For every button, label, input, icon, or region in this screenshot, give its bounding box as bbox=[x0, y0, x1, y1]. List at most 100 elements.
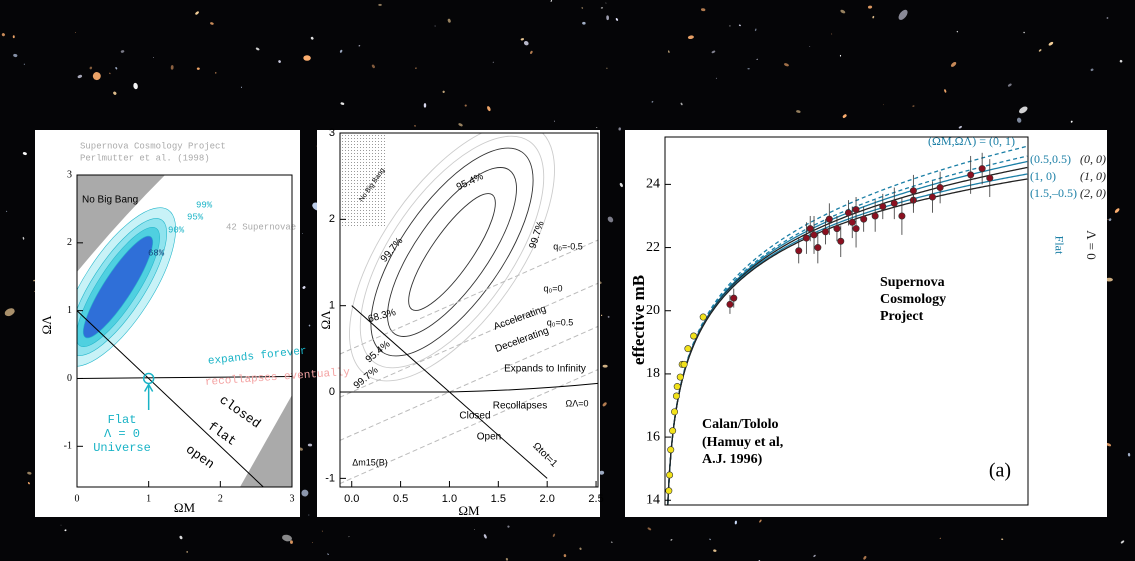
annotation: Open bbox=[477, 432, 501, 443]
data-point bbox=[815, 244, 821, 250]
data-point bbox=[811, 232, 817, 238]
data-point bbox=[899, 213, 905, 219]
y-tick-label: 1 bbox=[329, 300, 335, 312]
data-point bbox=[803, 235, 809, 241]
data-point bbox=[807, 225, 813, 231]
data-point bbox=[669, 428, 675, 434]
annotation: (a) bbox=[989, 460, 1011, 482]
data-point bbox=[838, 238, 844, 244]
data-point bbox=[967, 172, 973, 178]
annotation: Flat bbox=[1052, 236, 1066, 255]
x-tick-label: 0 bbox=[75, 493, 80, 504]
annotation: (0.5,0.5) bbox=[1030, 152, 1071, 166]
data-point bbox=[845, 210, 851, 216]
annotation: (0, 0) bbox=[1080, 152, 1106, 166]
data-point bbox=[872, 213, 878, 219]
x-tick-label: 2.5 bbox=[588, 493, 603, 505]
x-tick-label: 0.0 bbox=[344, 493, 359, 505]
data-point bbox=[666, 488, 672, 494]
data-point bbox=[666, 472, 672, 478]
annotation: ΩΛ=0 bbox=[565, 398, 588, 408]
data-point bbox=[987, 175, 993, 181]
annotation: Supernova bbox=[880, 275, 945, 290]
annotation: 99% bbox=[196, 200, 213, 210]
annotation: 90% bbox=[168, 225, 185, 235]
annotation: 68% bbox=[148, 248, 165, 258]
annotation: q₀=0.5 bbox=[547, 317, 574, 327]
page: Supernova Cosmology Project Perlmutter et… bbox=[0, 0, 1135, 561]
x-tick-label: 1.0 bbox=[442, 493, 457, 505]
data-point bbox=[849, 219, 855, 225]
x-tick-label: 0.5 bbox=[393, 493, 408, 505]
data-point bbox=[796, 248, 802, 254]
annotation: q₀=0 bbox=[543, 283, 562, 293]
annotation: A.J. 1996) bbox=[702, 452, 763, 467]
data-point bbox=[880, 203, 886, 209]
y-axis-label: effective mB bbox=[629, 275, 648, 365]
annotation: Universe bbox=[93, 441, 151, 455]
x-tick-label: 1.5 bbox=[491, 493, 506, 505]
data-point bbox=[929, 194, 935, 200]
annotation: (2, 0) bbox=[1080, 186, 1106, 200]
y-tick-label: 1 bbox=[67, 305, 72, 316]
annotation: Calan/Tololo bbox=[702, 417, 779, 432]
y-tick-label: 14 bbox=[646, 492, 660, 507]
data-point bbox=[727, 301, 733, 307]
annotation: Flat bbox=[108, 413, 137, 427]
data-point bbox=[860, 216, 866, 222]
star bbox=[378, 4, 382, 6]
chart-subtitle: Perlmutter et al. (1998) bbox=[80, 153, 210, 163]
annotation: Recollapses bbox=[493, 401, 547, 412]
data-point bbox=[979, 165, 985, 171]
y-tick-label: -1 bbox=[64, 441, 72, 452]
annotation: Cosmology bbox=[880, 292, 946, 307]
y-tick-label: 16 bbox=[646, 429, 660, 444]
x-axis-label: ΩM bbox=[458, 503, 480, 518]
data-point bbox=[937, 184, 943, 190]
y-tick-label: 2 bbox=[67, 237, 72, 248]
data-point bbox=[910, 187, 916, 193]
y-tick-label: 0 bbox=[329, 386, 335, 398]
annotation: (Hamuy et al, bbox=[702, 435, 783, 450]
x-axis-label: ΩM bbox=[174, 500, 196, 515]
annotation: 42 Supernovae bbox=[226, 222, 296, 232]
y-tick-label: 2 bbox=[329, 213, 335, 225]
annotation: 95% bbox=[187, 212, 204, 222]
data-point bbox=[671, 409, 677, 415]
y-tick-label: 22 bbox=[646, 240, 660, 255]
annotation: No Big Bang bbox=[82, 195, 138, 206]
data-point bbox=[826, 216, 832, 222]
data-point bbox=[690, 333, 696, 339]
annotation: Δm15(B) bbox=[352, 457, 388, 467]
y-tick-label: -1 bbox=[325, 472, 335, 484]
data-point bbox=[700, 314, 706, 320]
data-point bbox=[673, 393, 679, 399]
data-point bbox=[681, 361, 687, 367]
y-axis-label: ΩΛ bbox=[318, 310, 333, 330]
chart-title: Supernova Cosmology Project bbox=[80, 141, 226, 151]
annotation: Expands to Infinity bbox=[504, 364, 586, 375]
data-point bbox=[731, 295, 737, 301]
y-tick-label: 20 bbox=[646, 303, 660, 318]
annotation: Project bbox=[880, 309, 924, 324]
data-point bbox=[834, 225, 840, 231]
y-tick-label: 3 bbox=[329, 127, 335, 139]
data-point bbox=[677, 374, 683, 380]
annotation: Λ = 0 bbox=[104, 427, 140, 441]
y-tick-label: 3 bbox=[67, 169, 72, 180]
y-axis-label: ΩΛ bbox=[39, 315, 54, 335]
data-point bbox=[891, 200, 897, 206]
star bbox=[424, 103, 426, 108]
annotation: q₀=-0.5 bbox=[553, 241, 583, 251]
data-point bbox=[668, 447, 674, 453]
data-point bbox=[853, 225, 859, 231]
y-tick-label: 18 bbox=[646, 366, 660, 381]
data-point bbox=[822, 229, 828, 235]
star bbox=[606, 68, 607, 69]
annotation: (1, 0) bbox=[1080, 169, 1106, 183]
annotation: (1, 0) bbox=[1030, 169, 1056, 183]
data-point bbox=[674, 383, 680, 389]
data-point bbox=[685, 345, 691, 351]
y-tick-label: 24 bbox=[646, 177, 660, 192]
x-tick-label: 2.0 bbox=[540, 493, 555, 505]
